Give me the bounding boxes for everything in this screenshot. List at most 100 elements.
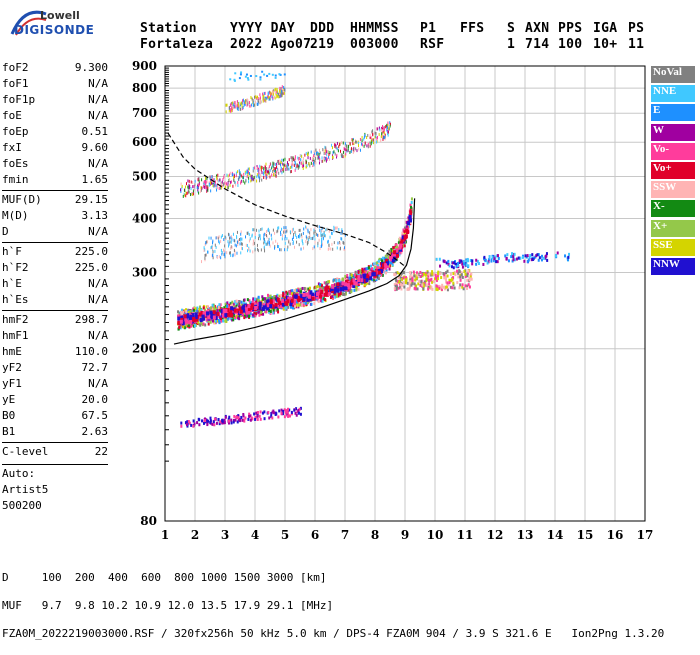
echo-dot: [387, 121, 389, 125]
echo-dot: [382, 269, 385, 273]
echo-dot: [237, 103, 239, 107]
echo-dot: [194, 314, 198, 319]
echo-dot: [361, 139, 363, 143]
echo-dot: [237, 239, 239, 243]
echo-dot: [248, 176, 250, 180]
echo-dot: [304, 288, 307, 292]
echo-dot: [319, 157, 321, 161]
echo-dot: [272, 241, 274, 245]
legend-entry-noval: NoVal: [651, 66, 695, 83]
echo-dot: [241, 418, 244, 422]
echo-dot: [313, 245, 315, 249]
echo-dot: [306, 152, 308, 156]
echo-dot: [187, 185, 189, 189]
echo-dot: [285, 226, 287, 230]
echo-dot: [381, 273, 384, 277]
echo-dot: [273, 295, 276, 299]
echo-dot: [271, 166, 273, 170]
echo-dot: [241, 174, 243, 178]
echo-dot: [332, 155, 334, 159]
echo-dot: [198, 177, 200, 181]
echo-dot: [428, 272, 431, 276]
echo-dot: [376, 140, 378, 144]
echo-dot: [452, 266, 455, 270]
echo-dot: [505, 257, 508, 261]
echo-dot: [441, 283, 444, 287]
echo-dot: [185, 191, 187, 195]
echo-dot: [263, 73, 266, 76]
echo-dot: [475, 262, 478, 266]
echo-dot: [289, 170, 291, 174]
echo-dot: [393, 272, 396, 276]
echo-dot: [321, 234, 323, 238]
echo-dot: [287, 414, 290, 418]
echo-dot: [365, 278, 369, 283]
echo-dot: [342, 278, 345, 282]
echo-dot: [183, 309, 186, 313]
echo-dot: [353, 146, 355, 150]
x-tick-label: 2: [191, 528, 199, 542]
echo-dot: [218, 422, 221, 426]
echo-dot: [223, 253, 225, 257]
echo-dot: [210, 181, 212, 185]
echo-dot: [196, 186, 198, 190]
echo-dot: [292, 240, 294, 244]
x-tick-label: 4: [251, 528, 259, 542]
echo-dot: [290, 289, 293, 293]
echo-dot: [273, 171, 275, 175]
echo-dot: [355, 288, 358, 292]
echo-dot: [358, 147, 360, 151]
echo-dot: [181, 184, 183, 188]
echo-dot: [179, 319, 183, 324]
echo-dot: [342, 293, 345, 297]
echo-dot: [324, 145, 326, 149]
echo-dot: [278, 226, 280, 230]
echo-dot: [260, 100, 262, 104]
echo-dot: [385, 125, 387, 129]
echo-dot: [320, 299, 323, 303]
echo-dot: [254, 232, 256, 236]
echo-dot: [388, 127, 390, 131]
echo-dot: [383, 260, 386, 264]
echo-dot: [216, 312, 220, 317]
echo-dot: [266, 74, 269, 77]
echo-dot: [234, 418, 237, 422]
echo-dot: [282, 91, 284, 95]
echo-dot: [263, 96, 265, 100]
echo-dot: [216, 255, 218, 259]
echo-dot: [203, 421, 206, 425]
param-name: fmin: [2, 173, 29, 186]
echo-dot: [353, 140, 355, 144]
echo-dot: [381, 126, 383, 130]
echo-dot: [377, 264, 380, 268]
echo-dot: [322, 289, 325, 293]
echo-dot: [364, 141, 366, 145]
echo-dot: [232, 107, 234, 111]
echo-dot: [395, 245, 398, 249]
echo-dot: [212, 181, 214, 185]
echo-dot: [377, 277, 380, 281]
header-label: Station: [140, 21, 197, 36]
echo-dot: [364, 282, 367, 286]
echo-dot: [334, 226, 336, 230]
echo-dot: [339, 241, 341, 245]
echo-dot: [213, 307, 216, 311]
echo-dot: [241, 306, 245, 311]
echo-dot: [263, 91, 265, 95]
echo-dot: [327, 240, 329, 244]
echo-dot: [326, 150, 328, 154]
echo-dot: [238, 104, 240, 108]
echo-dot: [298, 157, 300, 161]
echo-dot: [224, 254, 226, 258]
echo-dot: [261, 70, 264, 73]
echo-dot: [305, 161, 307, 165]
echo-dot: [242, 412, 245, 416]
echo-dot: [234, 105, 236, 109]
echo-dot: [410, 283, 413, 287]
dashed-profile-curve: [167, 132, 406, 267]
echo-dot: [400, 239, 404, 244]
echo-dot: [258, 168, 260, 172]
echo-dot: [233, 175, 235, 179]
echo-dot: [267, 93, 269, 97]
echo-dot: [329, 151, 331, 155]
